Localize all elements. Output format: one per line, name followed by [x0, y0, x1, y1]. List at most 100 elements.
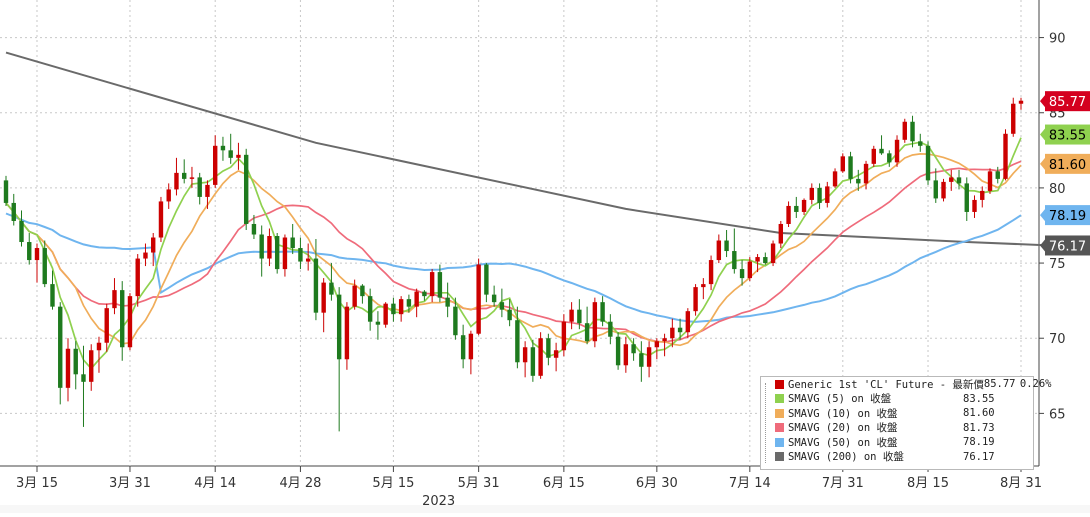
candle-body [879, 148, 884, 154]
candle-body [515, 320, 520, 363]
right-value-tag-pointer [1040, 157, 1045, 170]
candle-body [135, 258, 140, 297]
candle-body [840, 156, 845, 172]
candle-body [182, 172, 187, 179]
candle-body [732, 251, 737, 270]
candle-body [383, 303, 388, 325]
candle-body [910, 121, 915, 142]
candle-body [375, 321, 381, 325]
candle-body [856, 178, 861, 184]
candle-body [437, 272, 443, 298]
candle-body [453, 306, 458, 336]
right-value-tag-bg [1045, 124, 1090, 145]
legend-value-price: 85.77 [983, 378, 1016, 391]
candle-body [290, 237, 295, 249]
candle-body [476, 264, 481, 334]
candle-body [96, 342, 102, 351]
candle-body [553, 350, 559, 358]
sma200-line [5, 51, 1053, 247]
candle-body [646, 347, 652, 367]
candle-body [251, 223, 257, 235]
y-tick-label: 80 [1049, 182, 1066, 197]
candle-body [352, 285, 357, 307]
right-value-tag: 83.55 [1040, 124, 1090, 145]
candle-body [894, 139, 900, 163]
candle-body [445, 297, 450, 307]
legend-swatch-sma5 [775, 394, 784, 404]
x-tick-label: 7月 14 [729, 476, 771, 491]
candle-body [50, 284, 55, 307]
right-value-tag: 81.60 [1040, 153, 1090, 174]
candle-body [65, 348, 71, 388]
candle-body [546, 338, 551, 358]
right-value-tag: 76.17 [1040, 235, 1090, 256]
candle-body [608, 321, 613, 337]
y-tick-label: 70 [1049, 332, 1066, 347]
legend-swatch-sma200 [775, 452, 784, 462]
right-value-tag-text: 83.55 [1049, 129, 1086, 144]
candle-body [329, 282, 334, 295]
candle-body [538, 338, 543, 376]
legend-row-sma10: SMAVG (10) on 收盤 81.60 [761, 406, 1033, 421]
candle-body [499, 302, 505, 310]
candle-body [987, 171, 993, 191]
candle-body [739, 269, 745, 279]
candle-body [42, 248, 47, 285]
candle-body [422, 291, 427, 297]
candle-body [778, 223, 784, 244]
candle-body [112, 290, 117, 309]
legend-value-sma20: 81.73 [963, 421, 995, 434]
candle-body [212, 145, 218, 185]
footer-strip [0, 505, 1090, 513]
candle-body [228, 150, 233, 158]
y-tick-label: 90 [1049, 32, 1066, 47]
candle-body [693, 287, 698, 312]
candle-body [344, 306, 350, 360]
right-value-tag: 78.19 [1040, 205, 1090, 226]
x-tick-label: 4月 28 [279, 476, 321, 491]
candle-body [956, 177, 962, 184]
candle-body [817, 187, 822, 203]
candle-body [414, 291, 419, 307]
candle-body [104, 308, 109, 343]
x-tick-label: 5月 31 [458, 476, 500, 491]
candle-body [1018, 100, 1024, 104]
legend: Generic 1st 'CL' Future - 最新價 85.77 0.26… [760, 376, 1051, 470]
candle-body [615, 336, 621, 366]
legend-row-sma20: SMAVG (20) on 收盤 81.73 [761, 421, 1033, 436]
candle-body [592, 302, 598, 342]
candle-body [724, 240, 729, 252]
candle-body [685, 311, 691, 333]
candle-body [770, 243, 776, 264]
candle-body [972, 199, 977, 212]
candle-body [151, 237, 156, 253]
candle-body [158, 201, 164, 238]
x-tick-label: 6月 30 [636, 476, 678, 491]
legend-value-sma50: 78.19 [963, 436, 995, 449]
x-tick-label: 8月 15 [907, 476, 949, 491]
x-tick-label: 3月 31 [109, 476, 151, 491]
candle-body [677, 327, 683, 333]
candle-body [298, 248, 303, 262]
candle-body [600, 302, 605, 322]
candle-body [980, 190, 985, 200]
legend-row-price: Generic 1st 'CL' Future - 最新價 85.77 0.26… [761, 377, 1051, 392]
candle-body [747, 261, 753, 279]
x-tick-label: 3月 15 [16, 476, 58, 491]
candle-body [19, 220, 24, 243]
x-tick-label: 6月 15 [543, 476, 585, 491]
right-value-tag-bg [1045, 235, 1090, 256]
right-value-tag-pointer [1040, 239, 1045, 252]
candle-body [267, 236, 272, 259]
candle-body [406, 299, 412, 307]
legend-tree-line [765, 383, 772, 463]
candle-body [127, 296, 133, 348]
candle-body [584, 323, 590, 342]
candle-body [189, 177, 195, 179]
candle-body [763, 257, 768, 264]
candle-body [507, 309, 512, 321]
candle-body [522, 347, 528, 363]
right-value-tag-pointer [1040, 128, 1045, 141]
